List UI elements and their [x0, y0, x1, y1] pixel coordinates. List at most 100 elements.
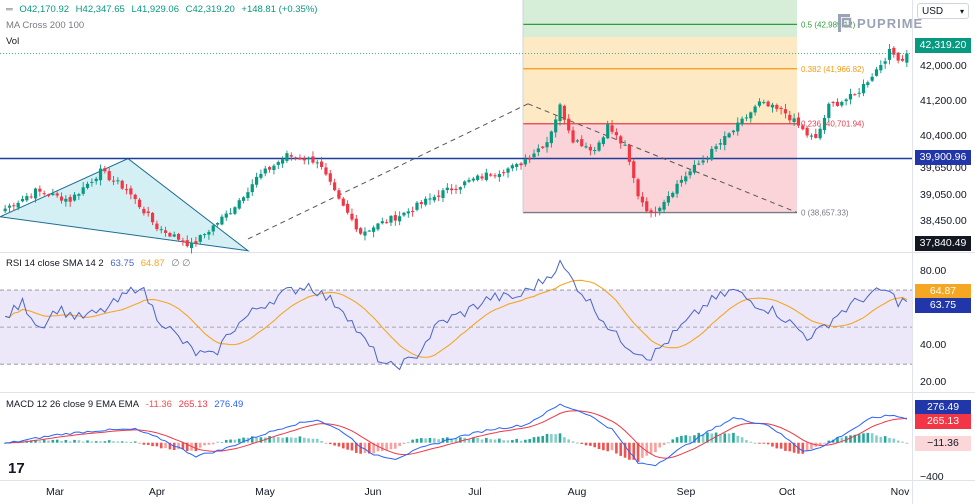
macd-hist-bar [424, 438, 427, 443]
candle-body [519, 163, 523, 166]
macd-hist-bar [515, 438, 518, 443]
candle-body [363, 231, 367, 236]
macd-hist-bar [407, 442, 410, 444]
candle-body [437, 195, 441, 197]
candle-body [81, 187, 85, 194]
macd-hist-bar [51, 439, 55, 443]
fib-zone-mid [523, 36, 797, 69]
macd-hist-bar [805, 442, 809, 452]
candle-body [515, 164, 519, 167]
candle-body [528, 158, 532, 160]
candle-body [892, 47, 896, 55]
candle-body [571, 130, 575, 143]
candle-body [584, 146, 588, 148]
candle-body [588, 146, 592, 151]
candle-body [818, 128, 822, 139]
candle-body [124, 189, 129, 191]
candle-body [597, 142, 601, 151]
ohlc-header: ═ O42,170.92 H42,347.65 L41,929.06 C42,3… [6, 4, 321, 15]
candle-body [467, 179, 471, 182]
candle-body [51, 193, 55, 196]
macd-hist-bar [34, 439, 37, 443]
tradingview-logo[interactable]: 17 [8, 460, 25, 477]
macd-hist-bar [758, 442, 761, 444]
macd-hist-bar [849, 435, 852, 443]
macd-hist-bar [302, 437, 306, 443]
candle-body [7, 205, 12, 208]
candle-body [267, 167, 272, 170]
macd-hist-bar [879, 436, 883, 443]
rsi-label[interactable]: RSI 14 close SMA 14 2 [6, 258, 104, 269]
candle-body [12, 205, 16, 207]
macd-hist-bar [459, 437, 462, 443]
candle-body [632, 161, 636, 179]
candle-body [840, 101, 844, 106]
candle-body [476, 175, 480, 180]
macd-hist-bar [77, 440, 81, 443]
macd-hist-bar [632, 442, 636, 460]
macd-label[interactable]: MACD 12 26 close 9 EMA EMA [6, 399, 140, 410]
fib-zone [523, 123, 797, 213]
time-axis-label: Nov [891, 486, 910, 498]
candle-body [107, 171, 111, 181]
macd-signal-line [5, 410, 907, 459]
macd-hist-bar [606, 442, 610, 452]
currency-selector[interactable]: USD ▾ [917, 3, 969, 19]
candle-body [298, 157, 302, 160]
macd-hist-bar [237, 438, 241, 443]
macd-hist-bar [892, 438, 896, 443]
candle-body [766, 101, 770, 107]
macd-histogram [3, 432, 909, 462]
fib-level-label: 0.5 (42,989.12) [801, 20, 856, 29]
macd-hist-bar [498, 438, 501, 443]
macd-hist-bar [133, 441, 137, 443]
candle-body [549, 131, 553, 144]
collapse-icon[interactable]: ═ [6, 4, 13, 15]
macd-hist-bar [216, 441, 219, 443]
macd-hist-bar [203, 442, 206, 446]
macd-hist-bar [328, 442, 332, 445]
candle-body [831, 102, 835, 104]
brand-logo-icon [838, 14, 852, 32]
badge-macd-hist: −11.36 [915, 436, 971, 451]
candle-body [844, 99, 848, 102]
macd-hist-bar [398, 442, 401, 447]
candle-body [3, 208, 7, 212]
candle-body [861, 83, 866, 94]
macd-hist-bar [320, 440, 323, 443]
candle-body [324, 167, 328, 175]
candle-body [580, 139, 584, 147]
rsi-header: RSI 14 close SMA 14 2 63.75 64.87 ∅ ∅ [6, 258, 194, 269]
candle-body [510, 165, 514, 169]
macd-hist-bar [784, 442, 787, 451]
candle-body [159, 229, 163, 231]
candle-body [185, 240, 189, 247]
price-axis-tick: 41,200.00 [920, 95, 967, 108]
candle-body [554, 119, 558, 133]
candle-body [163, 230, 168, 233]
candle-body [710, 148, 714, 160]
ma-indicator-label[interactable]: MA Cross 200 100 [6, 20, 85, 31]
time-axis-label: Apr [149, 486, 166, 498]
candle-body [94, 178, 98, 182]
macd-hist-bar [628, 442, 631, 460]
rsi-sma-line [5, 279, 908, 358]
macd-hist-bar [307, 438, 310, 443]
candle-body [523, 159, 527, 165]
candle-body [33, 188, 38, 199]
macd-hist-bar [571, 441, 575, 443]
candle-body [653, 211, 658, 213]
price-axis-tick: 39,050.00 [920, 188, 967, 201]
macd-hist-bar [888, 437, 891, 443]
macd-hist-bar [86, 440, 89, 443]
candle-body [471, 178, 475, 181]
macd-hist-bar [272, 437, 276, 443]
macd-hist-bar [437, 439, 440, 443]
macd-hist-bar [294, 437, 297, 443]
macd-hist-bar [506, 440, 510, 443]
candle-body [614, 132, 618, 136]
macd-hist-bar [55, 439, 59, 443]
candle-body [215, 222, 220, 225]
candle-body [848, 93, 853, 100]
volume-indicator-label[interactable]: Vol [6, 36, 20, 47]
